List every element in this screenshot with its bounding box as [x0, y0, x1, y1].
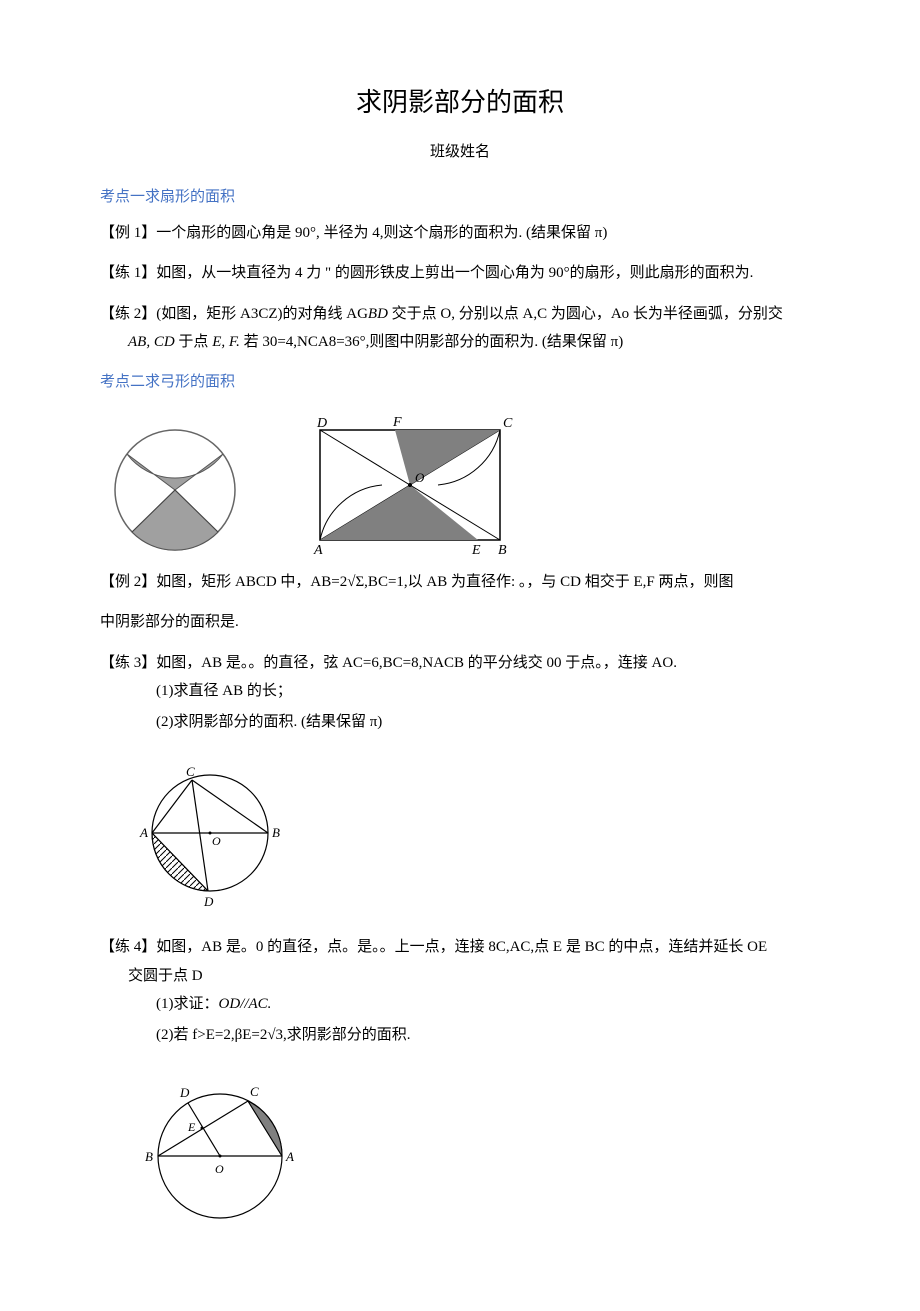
topic-2-heading: 考点二求弓形的面积 [100, 369, 820, 396]
label-c3: C [186, 764, 195, 779]
practice-2-ef: E, F. [212, 334, 240, 350]
label-o: O [415, 470, 425, 485]
label-a: A [313, 543, 323, 558]
practice-2-bd: BD [368, 306, 388, 322]
label-d3: D [203, 894, 214, 909]
label-b4: B [145, 1149, 153, 1164]
topic-1-heading: 考点一求扇形的面积 [100, 184, 820, 211]
figure-rectangle-dfc: D F C O A E B [300, 410, 530, 560]
example-2-line1: 【例 2】如图，矩形 ABCD 中，AB=2√Σ,BC=1,以 AB 为直径作:… [100, 574, 734, 590]
figure-practice-4: D C E B O A [130, 1061, 820, 1241]
label-c: C [503, 416, 513, 431]
practice-3-sub2: (2)求阴影部分的面积. (结果保留 π) [100, 708, 820, 737]
practice-4-line2: 交圆于点 D [100, 962, 820, 991]
label-b3: B [272, 825, 280, 840]
practice-2: 【练 2】(如图，矩形 A3CZ)的对角线 AGBD 交于点 O, 分别以点 A… [100, 300, 820, 357]
practice-2-line2d: 若 30=4,NCA8=36°,则图中阴影部分的面积为. (结果保留 π) [240, 334, 623, 350]
example-2-line2: 中阴影部分的面积是. [100, 614, 239, 630]
label-d: D [316, 416, 327, 431]
label-d4: D [179, 1085, 190, 1100]
label-o3: O [212, 834, 221, 848]
label-a3: A [139, 825, 148, 840]
example-2-line2-wrap: 中阴影部分的面积是. [100, 608, 820, 637]
page-title: 求阴影部分的面积 [100, 80, 820, 127]
practice-4-sub1b: OD//AC. [219, 996, 272, 1012]
label-c4: C [250, 1084, 259, 1099]
practice-2-abcd: AB, CD [128, 334, 175, 350]
practice-4-sub2: (2)若 f>E=2,βE=2√3,求阴影部分的面积. [100, 1021, 820, 1050]
figure-row-1: D F C O A E B [100, 410, 820, 560]
practice-4-line1: 【练 4】如图，AB 是。0 的直径，点。是。。上一点，连接 8C,AC,点 E… [100, 939, 767, 955]
label-o4: O [215, 1162, 224, 1176]
example-2: 【例 2】如图，矩形 ABCD 中，AB=2√Σ,BC=1,以 AB 为直径作:… [100, 568, 820, 597]
figure-sector-circle [100, 420, 250, 560]
figure-practice-3: C A B O D [130, 748, 820, 923]
label-e: E [471, 543, 481, 558]
page-subtitle: 班级姓名 [100, 139, 820, 166]
label-e4: E [187, 1120, 196, 1134]
practice-2-line1a: 【练 2】(如图，矩形 A3CZ)的对角线 AG [100, 306, 368, 322]
practice-4-sub1a: (1)求证： [156, 996, 219, 1012]
example-1: 【例 1】一个扇形的圆心角是 90°, 半径为 4,则这个扇形的面积为. (结果… [100, 219, 820, 248]
practice-4-sub1: (1)求证：OD//AC. [100, 990, 820, 1019]
label-b: B [498, 543, 507, 558]
practice-2-line1c: 交于点 O, 分别以点 A,C 为圆心，Ao 长为半径画弧，分别交 [388, 306, 783, 322]
practice-1: 【练 1】如图，从一块直径为 4 力 " 的圆形铁皮上剪出一个圆心角为 90°的… [100, 259, 820, 288]
practice-3-line1: 【练 3】如图，AB 是。。的直径，弦 AC=6,BC=8,NACB 的平分线交… [100, 655, 677, 671]
practice-3: 【练 3】如图，AB 是。。的直径，弦 AC=6,BC=8,NACB 的平分线交… [100, 649, 820, 737]
practice-2-line2b: 于点 [175, 334, 213, 350]
label-f: F [392, 415, 402, 430]
practice-4: 【练 4】如图，AB 是。0 的直径，点。是。。上一点，连接 8C,AC,点 E… [100, 933, 820, 1049]
practice-3-sub1: (1)求直径 AB 的长； [100, 677, 820, 706]
label-a4: A [285, 1149, 294, 1164]
